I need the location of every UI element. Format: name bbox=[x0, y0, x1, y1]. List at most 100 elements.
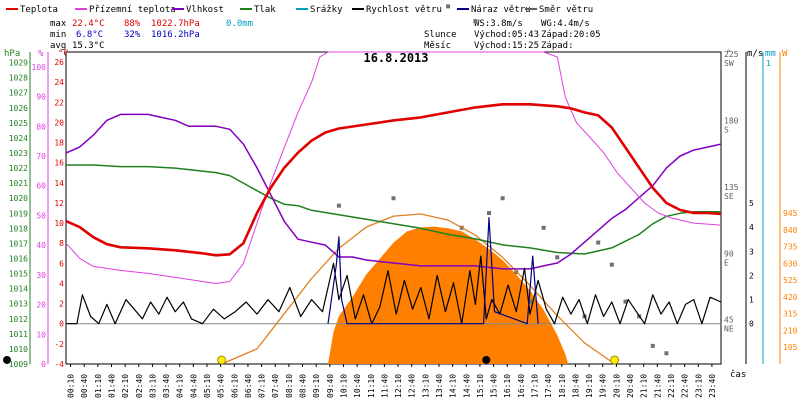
time-tick-label: 21:40 bbox=[653, 374, 662, 398]
unit-degc: °C bbox=[58, 49, 69, 59]
stats-min-press: 1016.2hPa bbox=[151, 30, 200, 40]
radiation-tick-label: 840 bbox=[783, 226, 798, 235]
time-tick-label: 05:40 bbox=[217, 374, 226, 398]
stats-max-rain: 0.0mm bbox=[226, 19, 253, 29]
time-tick-label: 22:40 bbox=[681, 374, 690, 398]
series-line bbox=[66, 255, 722, 325]
pressure-tick-label: 1016 bbox=[9, 254, 28, 263]
wind-direction-point bbox=[664, 351, 669, 356]
radiation-tick-label: 420 bbox=[783, 293, 798, 302]
temperature-tick-label: 14 bbox=[54, 179, 64, 188]
time-axis: 00:10 00:40 01:10 01:40 02:10 02:40 03:10 03:40… bbox=[67, 364, 717, 398]
pressure-tick-label: 1027 bbox=[9, 89, 28, 98]
humidity-tick-label: 0 bbox=[41, 360, 46, 369]
time-tick-label: 10:10 bbox=[339, 374, 348, 398]
unit-wm2: W bbox=[782, 49, 788, 59]
time-tick-label: 02:40 bbox=[135, 374, 144, 398]
series-line bbox=[327, 216, 539, 325]
time-tick-label: 09:10 bbox=[312, 374, 321, 398]
stats-avg-label: avg bbox=[50, 41, 66, 51]
time-tick-label: 20:40 bbox=[626, 374, 635, 398]
wind-direction-point bbox=[473, 19, 478, 24]
wind-direction-point bbox=[541, 225, 546, 230]
time-tick-label: 02:10 bbox=[121, 374, 130, 398]
legend-label: Přízemní teplota bbox=[89, 5, 176, 15]
right-axes: 45NE90E135SE180S225SW270W315NW360N012345… bbox=[724, 0, 798, 364]
series-line bbox=[66, 164, 721, 255]
stats-max-label: max bbox=[50, 19, 67, 29]
series-line bbox=[65, 51, 722, 284]
sun-label: Slunce bbox=[424, 30, 457, 40]
humidity-tick-label: 60 bbox=[36, 182, 46, 191]
time-tick-label: 19:40 bbox=[599, 374, 608, 398]
stats-max-hum: 88% bbox=[124, 19, 141, 29]
direction-tick-cardinal: W bbox=[724, 0, 729, 2]
direction-tick-degrees: 90 bbox=[724, 249, 734, 258]
pressure-tick-label: 1021 bbox=[9, 179, 28, 188]
time-tick-label: 10:40 bbox=[353, 374, 362, 398]
sun-moon-markers bbox=[3, 355, 620, 365]
wind-gust-info: WG:4.4m/s bbox=[541, 19, 590, 29]
wind-tick-label: 1 bbox=[749, 296, 754, 305]
series-lines bbox=[65, 51, 722, 365]
time-tick-label: 21:10 bbox=[640, 374, 649, 398]
time-tick-label: 20:10 bbox=[612, 374, 621, 398]
time-tick-label: 04:10 bbox=[176, 374, 185, 398]
temperature-tick-label: 10 bbox=[54, 219, 64, 228]
pressure-tick-label: 1024 bbox=[9, 134, 28, 143]
pressure-tick-label: 1011 bbox=[9, 330, 28, 339]
stats-block: max 22.4°C 88% 1022.7hPa 0.0mm min 6.8°C… bbox=[50, 19, 253, 51]
direction-tick-cardinal: NE bbox=[724, 325, 734, 334]
time-tick-label: 03:10 bbox=[148, 374, 157, 398]
series-line bbox=[65, 103, 722, 257]
humidity-tick-label: 70 bbox=[36, 152, 46, 161]
wind-speed-info: WS:3.8m/s bbox=[474, 19, 523, 29]
stats-max-press: 1022.7hPa bbox=[151, 19, 200, 29]
wind-direction-point bbox=[623, 299, 628, 304]
pressure-tick-label: 1009 bbox=[9, 360, 28, 369]
radiation-tick-label: 105 bbox=[783, 343, 798, 352]
pressure-tick-label: 1023 bbox=[9, 149, 28, 158]
time-tick-label: 16:10 bbox=[503, 374, 512, 398]
unit-hpa: hPa bbox=[4, 49, 20, 59]
unit-deg: ° bbox=[726, 49, 731, 59]
time-tick-label: 00:10 bbox=[67, 374, 76, 398]
temperature-tick-label: 18 bbox=[54, 139, 64, 148]
legend-label: Směr větru bbox=[539, 5, 593, 15]
time-tick-label: 17:40 bbox=[544, 374, 553, 398]
radiation-area bbox=[328, 226, 569, 364]
plot-area: 16.8.2013 bbox=[3, 4, 722, 365]
time-tick-label: 13:40 bbox=[435, 374, 444, 398]
series-line bbox=[65, 113, 722, 270]
stats-min-hum: 32% bbox=[124, 30, 141, 40]
unit-pct: % bbox=[38, 49, 44, 59]
unit-headers: hPa % °C ° m/s mm W bbox=[4, 49, 788, 59]
time-tick-label: 23:40 bbox=[708, 374, 717, 398]
temperature-tick-label: 0 bbox=[59, 320, 64, 329]
pressure-tick-label: 1019 bbox=[9, 209, 28, 218]
direction-tick-degrees: 180 bbox=[724, 116, 739, 125]
time-tick-label: 11:40 bbox=[380, 374, 389, 398]
time-tick-label: 19:10 bbox=[585, 374, 594, 398]
moon-marker bbox=[482, 355, 491, 364]
direction-tick-degrees: 45 bbox=[724, 316, 734, 325]
temperature-tick-label: 2 bbox=[59, 300, 64, 309]
wind-direction-point bbox=[446, 4, 451, 9]
pressure-tick-label: 1012 bbox=[9, 315, 28, 324]
wind-tick-label: 4 bbox=[749, 223, 754, 232]
radiation-tick-label: 525 bbox=[783, 276, 798, 285]
time-tick-label: 15:40 bbox=[490, 374, 499, 398]
time-tick-label: 15:10 bbox=[476, 374, 485, 398]
wind-direction-point bbox=[596, 240, 601, 245]
rain-tick-label: 1 bbox=[766, 59, 771, 68]
legend-label: Vlhkost bbox=[186, 5, 224, 15]
wind-direction-point bbox=[500, 196, 505, 201]
temperature-tick-label: 20 bbox=[54, 118, 64, 127]
stats-max-temp: 22.4°C bbox=[72, 19, 105, 29]
radiation-tick-label: 210 bbox=[783, 326, 798, 335]
time-tick-label: 08:10 bbox=[285, 374, 294, 398]
time-tick-label: 05:10 bbox=[203, 374, 212, 398]
pressure-tick-label: 1018 bbox=[9, 224, 28, 233]
wind-tick-label: 0 bbox=[749, 320, 754, 329]
time-tick-label: 18:10 bbox=[558, 374, 567, 398]
